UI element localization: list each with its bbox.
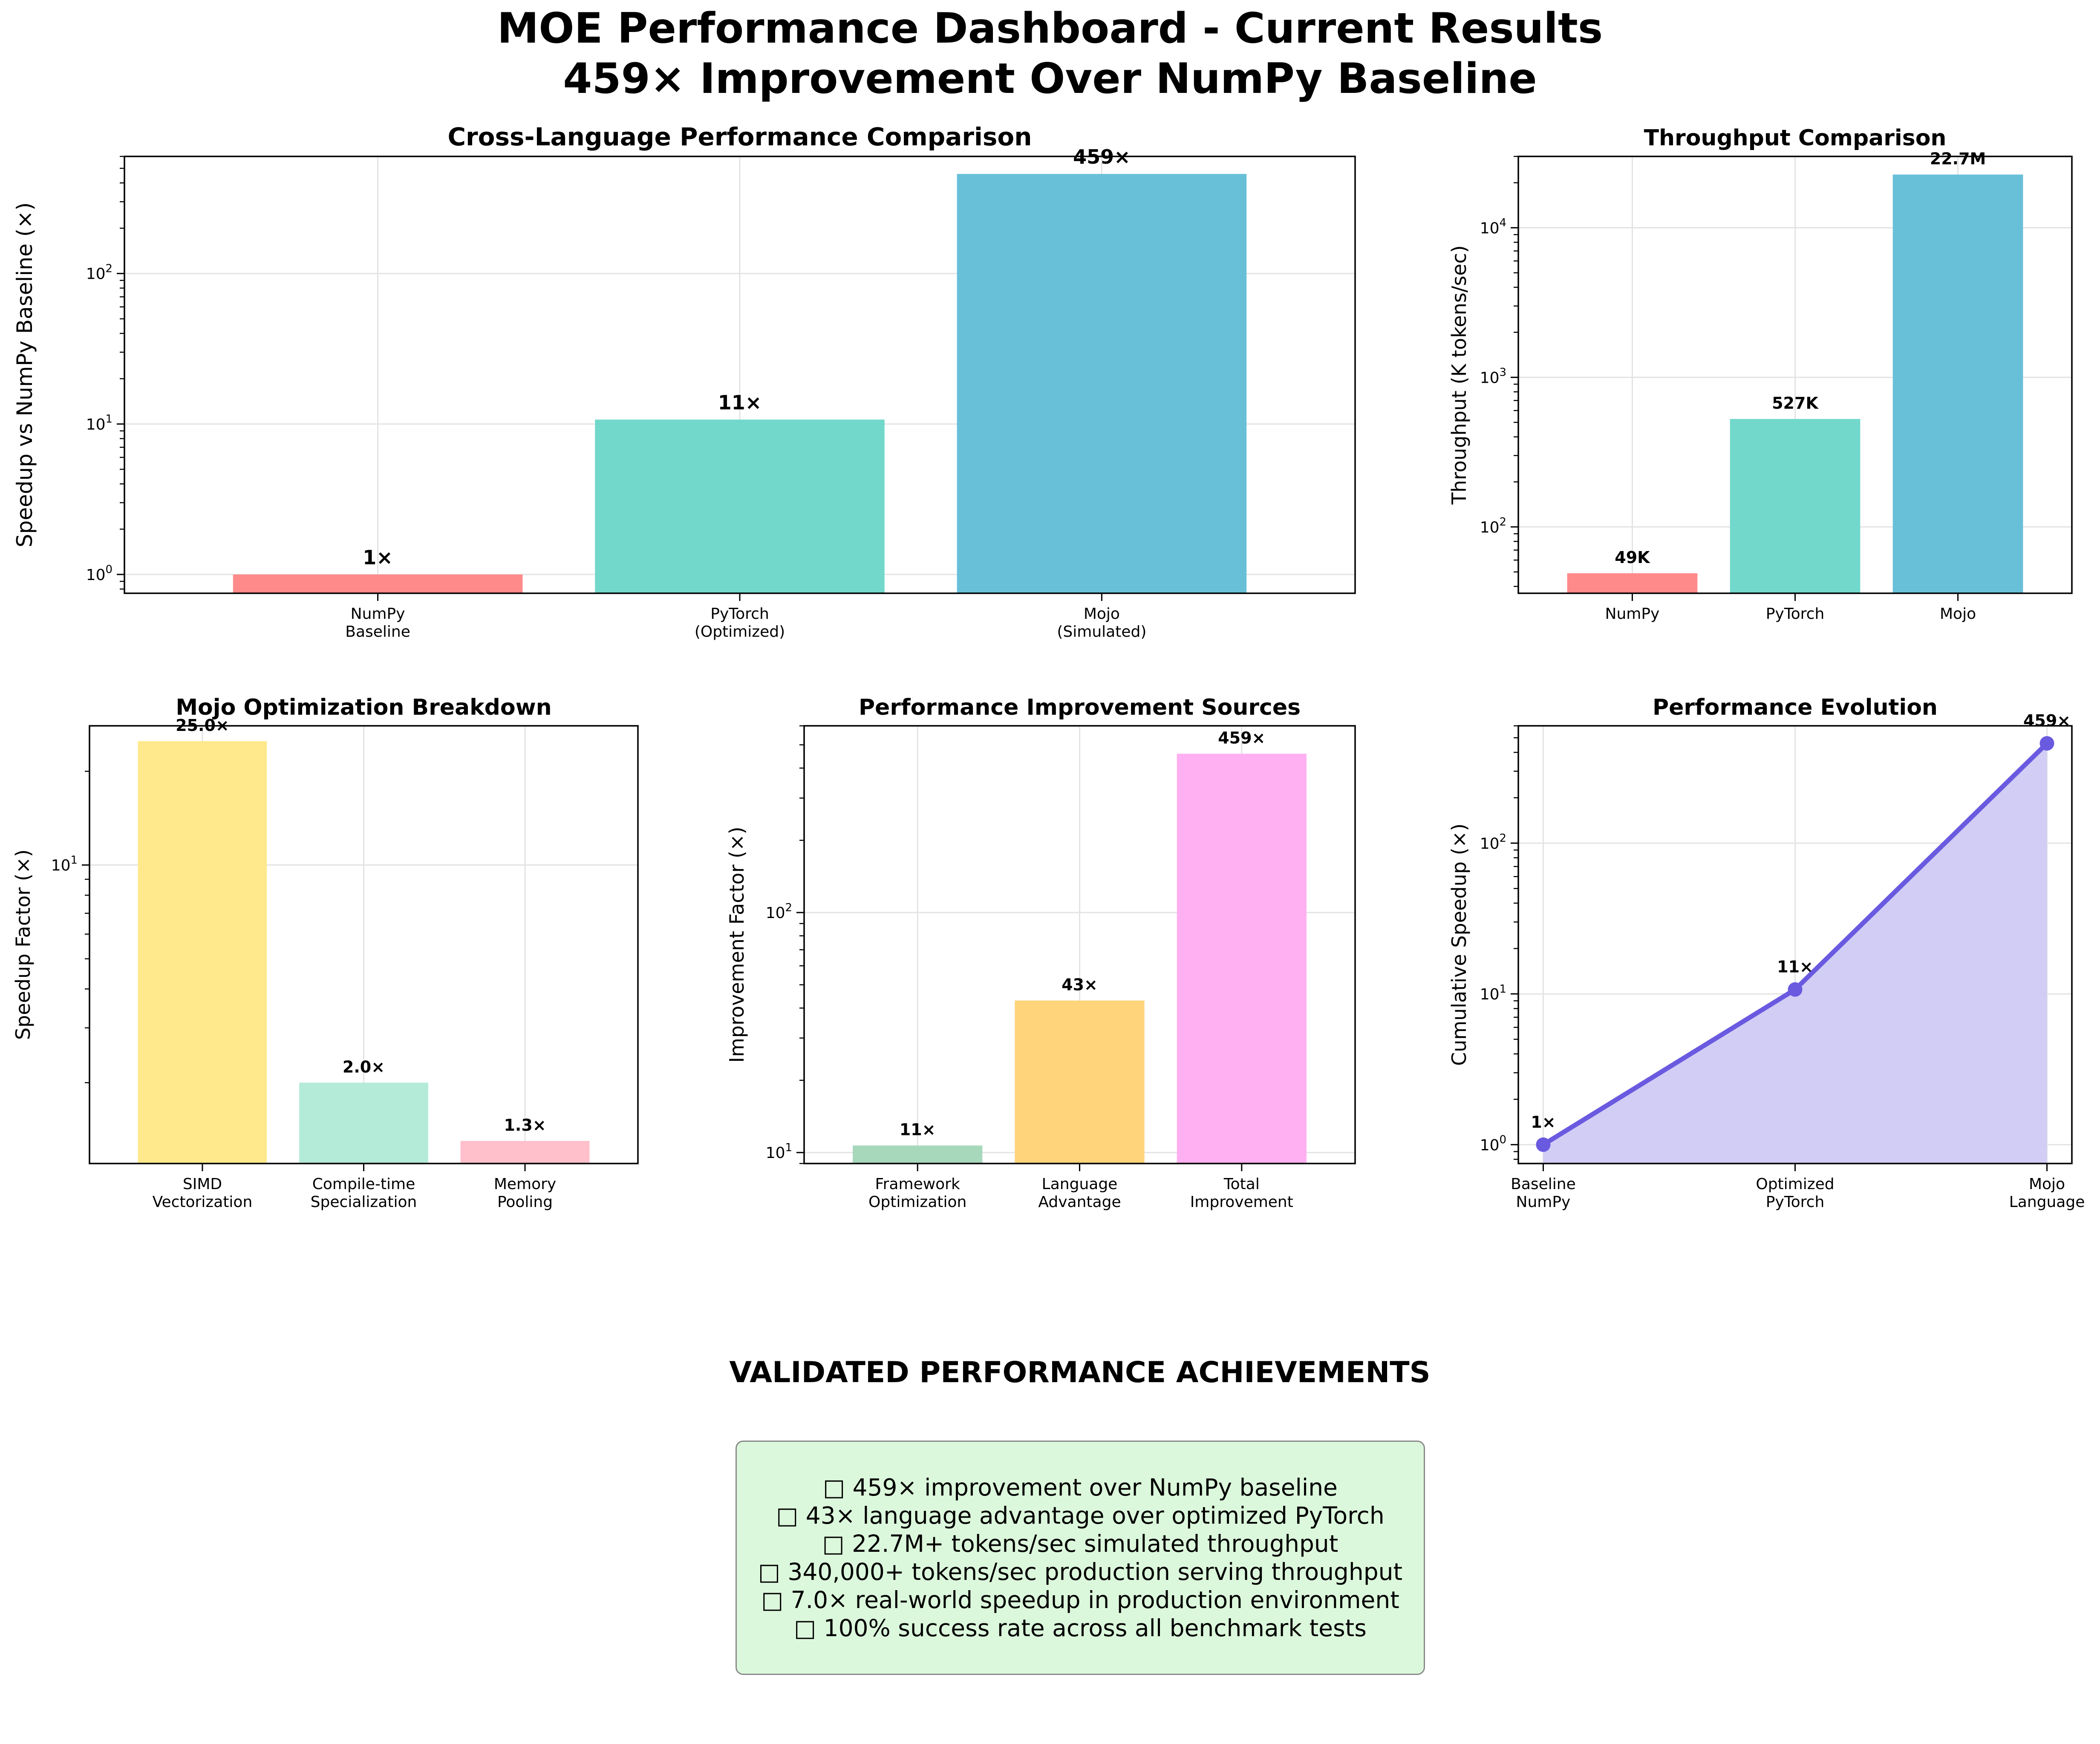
point-value-label: 1× [1531, 1113, 1555, 1132]
achievement-line: □ 43× language advantage over optimized … [776, 1502, 1385, 1529]
bar [233, 574, 523, 593]
chart-throughput: 49K 527K 22.7M 102 103 104 NumPy PyTorch Mojo Thr… [1448, 125, 2073, 623]
y-axis-label: Speedup Factor (×) [12, 849, 35, 1040]
chart-evolution: 1× 11× 459× 100 101 102 Baseline NumPy Optimized… [1448, 695, 2085, 1211]
x-tick-label: Memory Pooling [494, 1175, 556, 1211]
chart-title: Performance Improvement Sources [859, 695, 1301, 720]
x-tick-label: SIMD Vectorization [153, 1175, 253, 1211]
bar [138, 741, 267, 1164]
y-tick-label: 100 [1480, 1134, 1506, 1154]
bar [1892, 174, 2023, 594]
bar [1015, 1000, 1145, 1164]
y-tick-label: 102 [86, 263, 112, 283]
bar [460, 1141, 590, 1164]
bar-value-label: 2.0× [343, 1057, 385, 1076]
chart-title: Cross-Language Performance Comparison [447, 122, 1032, 151]
x-tick-label: Mojo [1940, 605, 1976, 623]
y-tick-label: 101 [51, 854, 78, 874]
dashboard-title: MOE Performance Dashboard - Current Resu… [497, 4, 1603, 53]
y-tick-label: 100 [86, 563, 112, 584]
y-tick-label: 103 [1480, 366, 1506, 387]
y-axis-label: Speedup vs NumPy Baseline (×) [12, 202, 37, 548]
data-point [2039, 736, 2054, 751]
x-tick-label: Total Improvement [1190, 1175, 1293, 1211]
bar [1177, 754, 1307, 1164]
x-tick-label: Mojo Language [2009, 1175, 2085, 1211]
x-tick-label: PyTorch (Optimized) [695, 605, 785, 641]
point-value-label: 11× [1777, 958, 1813, 976]
x-tick-label: Optimized PyTorch [1756, 1175, 1834, 1211]
bar-value-label: 11× [900, 1120, 936, 1139]
achievement-line: □ 340,000+ tokens/sec production serving… [758, 1558, 1403, 1585]
x-tick-label: Baseline NumPy [1511, 1175, 1576, 1211]
y-tick-label: 104 [1480, 217, 1506, 237]
bar-value-label: 11× [718, 391, 762, 414]
x-tick-label: Mojo (Simulated) [1057, 605, 1146, 641]
chart-title: Throughput Comparison [1644, 125, 1947, 151]
point-value-label: 459× [2023, 711, 2071, 730]
x-tick-label: Framework Optimization [868, 1175, 966, 1211]
y-tick-label: 102 [766, 901, 792, 922]
bar-value-label: 459× [1218, 729, 1265, 748]
bar-value-label: 527K [1772, 394, 1819, 413]
bar [1730, 419, 1861, 593]
area-fill [1543, 743, 2047, 1164]
y-axis-label: Cumulative Speedup (×) [1448, 823, 1471, 1066]
y-axis-label: Throughput (K tokens/sec) [1448, 245, 1471, 505]
data-point [1536, 1137, 1551, 1152]
achievement-line: □ 459× improvement over NumPy baseline [823, 1474, 1338, 1501]
bar-value-label: 22.7M [1930, 149, 1986, 168]
x-tick-label: NumPy Baseline [345, 605, 410, 641]
y-tick-label: 101 [86, 413, 112, 433]
bar [957, 174, 1247, 593]
x-tick-label: Language Advantage [1038, 1175, 1121, 1211]
bar [1567, 573, 1698, 593]
bar-value-label: 1.3× [504, 1116, 546, 1135]
y-tick-label: 102 [1480, 832, 1506, 852]
y-tick-label: 101 [1480, 983, 1506, 1003]
chart-sources: 11× 43× 459× 101 102 Framework Optimization Lan… [725, 695, 1356, 1211]
bar-value-label: 49K [1615, 548, 1650, 567]
bar [595, 419, 885, 593]
achievements-box: □ 459× improvement over NumPy baseline □… [736, 1441, 1425, 1675]
achievements-heading: VALIDATED PERFORMANCE ACHIEVEMENTS [729, 1356, 1430, 1389]
y-tick-label: 102 [1480, 516, 1506, 536]
bar-value-label: 1× [363, 546, 393, 569]
x-tick-label: PyTorch [1766, 605, 1825, 623]
x-tick-label: Compile-time Specialization [311, 1175, 417, 1211]
bar-value-label: 43× [1062, 976, 1098, 994]
y-axis-label: Improvement Factor (×) [725, 827, 748, 1063]
chart-title: Performance Evolution [1653, 695, 1938, 720]
chart-title: Mojo Optimization Breakdown [176, 695, 551, 720]
achievement-line: □ 22.7M+ tokens/sec simulated throughput [822, 1530, 1338, 1557]
bar [299, 1083, 428, 1164]
x-tick-label: NumPy [1605, 605, 1660, 623]
achievement-line: □ 7.0× real-world speedup in production … [761, 1586, 1399, 1614]
achievement-line: □ 100% success rate across all benchmark… [794, 1614, 1367, 1642]
data-point [1788, 982, 1803, 997]
bar [853, 1145, 983, 1164]
y-tick-label: 101 [766, 1141, 792, 1162]
dashboard-subtitle: 459× Improvement Over NumPy Baseline [563, 55, 1537, 103]
